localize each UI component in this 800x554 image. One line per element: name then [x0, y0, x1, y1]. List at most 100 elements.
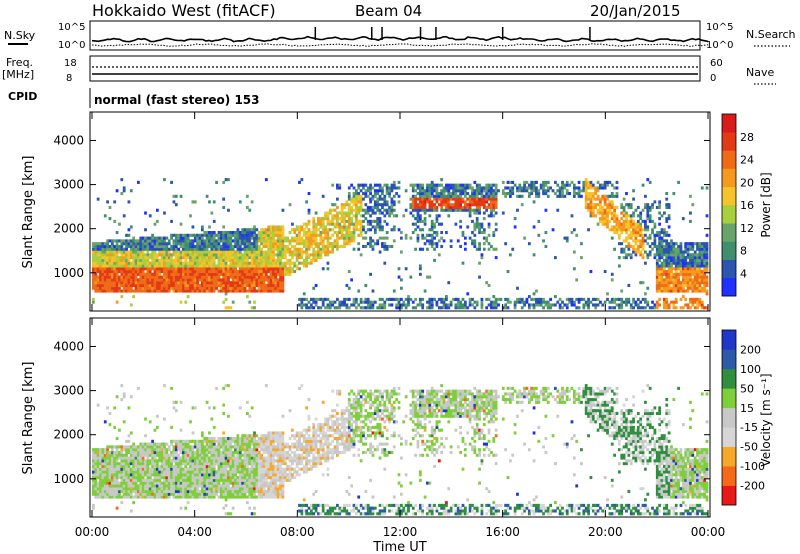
power-cell: [354, 197, 358, 201]
power-cell: [461, 186, 465, 190]
power-cell: [174, 253, 178, 257]
power-cell: [103, 289, 107, 293]
power-cell: [490, 203, 493, 207]
power-cell: [388, 297, 391, 301]
power-cell: [383, 300, 387, 304]
power-cell: [352, 225, 356, 229]
power-cell: [122, 264, 126, 268]
power-cell: [580, 189, 583, 193]
power-cell: [208, 250, 211, 254]
power-cell: [151, 272, 154, 276]
power-cell: [641, 253, 645, 257]
velocity-cell: [103, 484, 107, 488]
power-cell: [693, 297, 697, 301]
power-cell: [184, 275, 188, 279]
power-cell: [426, 197, 429, 201]
power-cell: [177, 256, 181, 260]
power-cell: [241, 247, 245, 251]
power-cell: [208, 200, 211, 204]
power-cell: [191, 250, 195, 254]
power-cell: [208, 275, 211, 279]
velocity-cell: [174, 484, 178, 488]
power-cell: [655, 270, 659, 274]
power-cell: [134, 242, 138, 246]
power-cell: [487, 303, 491, 307]
power-cell: [333, 242, 337, 246]
power-cell: [200, 281, 204, 285]
power-cell: [115, 275, 119, 279]
velocity-cell: [153, 473, 157, 477]
power-cell: [442, 192, 446, 196]
power-cell: [151, 258, 154, 262]
velocity-cell: [96, 450, 100, 455]
power-cell: [103, 275, 107, 279]
power-cell: [151, 289, 154, 293]
power-cell: [641, 242, 645, 246]
velocity-cell: [113, 492, 117, 496]
power-cell: [527, 303, 531, 307]
power-cell: [456, 194, 460, 198]
power-cell: [435, 242, 439, 246]
power-cell: [698, 275, 702, 279]
power-cell: [219, 247, 223, 251]
power-cell: [430, 203, 434, 207]
power-cell: [94, 247, 98, 251]
power-cell: [385, 247, 389, 251]
power-cell: [137, 180, 140, 184]
power-cell: [433, 231, 436, 235]
power-cell: [418, 205, 422, 210]
power-cell: [613, 208, 616, 212]
power-cell: [165, 267, 169, 271]
power-cell: [212, 219, 216, 223]
power-cell: [236, 247, 240, 251]
velocity-cell: [120, 462, 124, 466]
power-cell: [490, 303, 493, 307]
power-cell: [563, 194, 567, 198]
power-cell: [411, 200, 415, 204]
power-cell: [641, 233, 645, 237]
power-cell: [603, 211, 607, 215]
power-cell: [354, 217, 358, 221]
power-cell: [198, 239, 202, 243]
power-cell: [556, 208, 560, 212]
velocity-cell: [144, 442, 147, 446]
power-cell: [255, 244, 259, 249]
power-cell: [99, 289, 102, 293]
power-cell: [246, 233, 249, 237]
velocity-cell: [148, 462, 152, 466]
power-cell: [442, 203, 446, 207]
power-cell: [369, 205, 372, 210]
power-cell: [670, 286, 673, 290]
power-cell: [229, 256, 233, 260]
noise-tick-high-right: 10^5: [706, 22, 733, 33]
power-cell: [556, 183, 560, 187]
power-cell: [366, 222, 370, 226]
power-cell: [587, 197, 590, 201]
power-cell: [321, 217, 325, 221]
power-cell: [158, 253, 162, 257]
power-cell: [167, 289, 171, 293]
velocity-cell: [110, 448, 114, 452]
velocity-cell: [146, 467, 150, 471]
power-cell: [468, 297, 472, 301]
power-cell: [693, 264, 697, 268]
power-cell: [141, 247, 145, 251]
power-cell: [433, 247, 436, 251]
power-cell: [440, 205, 444, 210]
power-cell: [158, 278, 162, 282]
power-cell: [99, 256, 102, 260]
power-cell: [151, 267, 154, 271]
power-cell: [172, 281, 176, 285]
power-cell: [433, 194, 436, 198]
power-cell: [222, 205, 226, 210]
power-cell: [276, 261, 280, 265]
power-cell: [418, 208, 422, 212]
power-cell: [423, 222, 427, 226]
power-cell: [371, 239, 375, 243]
velocity-cell: [94, 489, 98, 494]
power-cell: [193, 264, 197, 268]
power-cell: [577, 297, 581, 301]
power-cell: [679, 258, 683, 262]
power-cell: [362, 300, 365, 304]
power-cell: [172, 278, 176, 282]
